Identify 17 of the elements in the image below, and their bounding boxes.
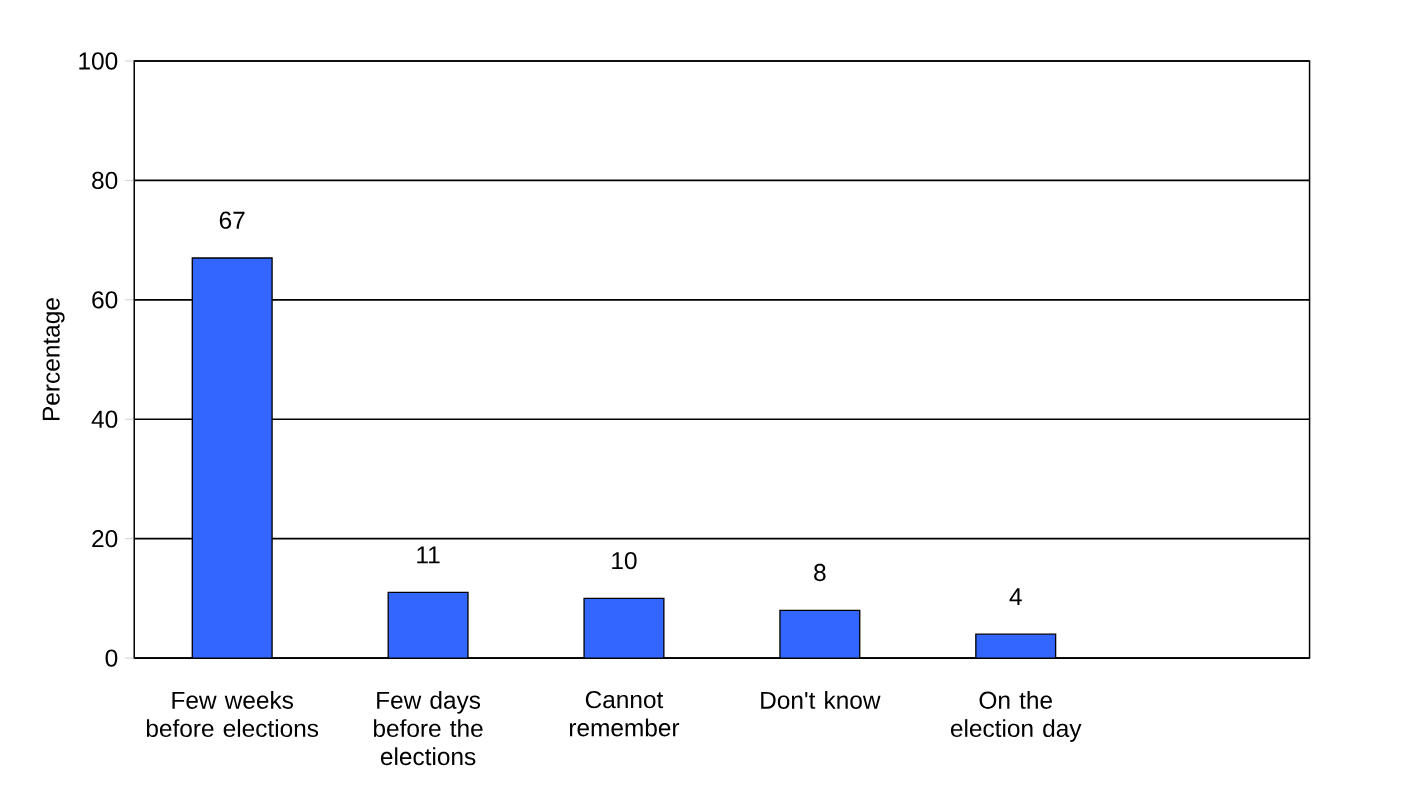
y-tick-label: 0 bbox=[105, 649, 118, 667]
x-tick-label: Don't know bbox=[761, 691, 881, 710]
data-label: 11 bbox=[417, 546, 440, 564]
data-label: 4 bbox=[1009, 588, 1022, 606]
x-tick-label: Few days before the elections bbox=[374, 691, 483, 766]
data-label: 10 bbox=[612, 552, 637, 570]
y-tick-label: 40 bbox=[91, 410, 118, 429]
y-axis-title: Percentage bbox=[42, 298, 65, 421]
y-tick-label: 20 bbox=[92, 530, 118, 548]
y-tick-label: 80 bbox=[92, 171, 118, 190]
x-tick-label: On the election day bbox=[950, 691, 1082, 743]
x-tick-label: Cannot remember bbox=[569, 691, 680, 737]
y-tick-label: 100 bbox=[79, 52, 118, 70]
data-label: 67 bbox=[219, 211, 245, 230]
data-label: 8 bbox=[814, 564, 826, 582]
x-tick-label: Few weeks before elections bbox=[146, 691, 319, 738]
y-tick-label: 60 bbox=[92, 291, 118, 309]
